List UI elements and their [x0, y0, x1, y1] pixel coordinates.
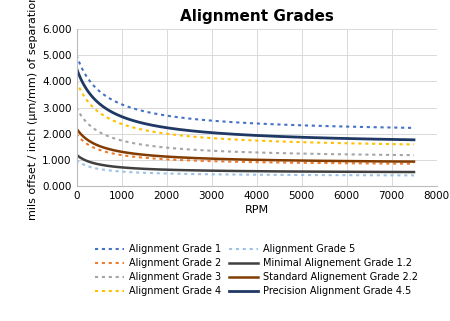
Minimal Alignement Grade 1.2	[197, 169, 202, 172]
Standard Alignement Grade 2.2	[74, 126, 79, 130]
Standard Alignement Grade 2.2	[171, 155, 177, 159]
Line: Alignment Grade 1: Alignment Grade 1	[76, 55, 414, 128]
Alignment Grade 1	[158, 113, 163, 117]
Alignment Grade 1	[353, 125, 359, 129]
Minimal Alignement Grade 1.2	[74, 153, 79, 157]
Alignment Grade 1	[197, 117, 202, 121]
Standard Alignement Grade 2.2	[411, 160, 417, 163]
Alignment Grade 2	[197, 159, 202, 163]
Precision Alignment Grade 4.5	[74, 66, 79, 70]
Alignment Grade 5	[353, 173, 359, 177]
Alignment Grade 5	[291, 173, 297, 177]
Alignment Grade 4	[411, 143, 417, 146]
Alignment Grade 1	[411, 126, 417, 130]
Title: Alignment Grades: Alignment Grades	[180, 9, 333, 23]
Alignment Grade 3	[197, 148, 202, 152]
Precision Alignment Grade 4.5	[291, 135, 297, 139]
Minimal Alignement Grade 1.2	[291, 169, 297, 173]
Line: Alignment Grade 4: Alignment Grade 4	[76, 81, 414, 144]
Alignment Grade 1	[291, 123, 297, 127]
Precision Alignment Grade 4.5	[411, 138, 417, 142]
Minimal Alignement Grade 1.2	[353, 170, 359, 174]
Line: Precision Alignment Grade 4.5: Precision Alignment Grade 4.5	[76, 68, 414, 140]
Alignment Grade 2	[295, 161, 301, 165]
Minimal Alignement Grade 1.2	[158, 168, 163, 171]
Alignment Grade 4	[171, 133, 177, 137]
Alignment Grade 2	[171, 158, 177, 162]
Line: Alignment Grade 2: Alignment Grade 2	[76, 134, 414, 164]
Alignment Grade 1	[74, 53, 79, 57]
Alignment Grade 3	[295, 152, 301, 155]
Standard Alignement Grade 2.2	[291, 159, 297, 162]
Precision Alignment Grade 4.5	[171, 127, 177, 131]
Alignment Grade 4	[197, 135, 202, 139]
Precision Alignment Grade 4.5	[158, 125, 163, 129]
Minimal Alignement Grade 1.2	[411, 170, 417, 174]
Alignment Grade 3	[158, 145, 163, 149]
Alignment Grade 2	[411, 162, 417, 166]
Y-axis label: mils offset / inch (μm/mm) of separation: mils offset / inch (μm/mm) of separation	[28, 0, 38, 220]
Alignment Grade 1	[171, 115, 177, 119]
Alignment Grade 4	[291, 140, 297, 144]
Alignment Grade 1	[295, 123, 301, 127]
Alignment Grade 5	[158, 171, 163, 175]
Alignment Grade 3	[411, 153, 417, 157]
Line: Standard Alignement Grade 2.2: Standard Alignement Grade 2.2	[76, 128, 414, 161]
Precision Alignment Grade 4.5	[353, 137, 359, 141]
Standard Alignement Grade 2.2	[353, 159, 359, 163]
Alignment Grade 2	[353, 161, 359, 165]
Alignment Grade 5	[74, 158, 79, 162]
Standard Alignement Grade 2.2	[295, 159, 301, 162]
Alignment Grade 3	[74, 106, 79, 109]
Precision Alignment Grade 4.5	[197, 130, 202, 134]
Alignment Grade 5	[171, 172, 177, 176]
Alignment Grade 3	[171, 146, 177, 150]
Alignment Grade 3	[291, 152, 297, 155]
Precision Alignment Grade 4.5	[295, 135, 301, 139]
Alignment Grade 4	[74, 79, 79, 83]
Alignment Grade 5	[295, 173, 301, 177]
Alignment Grade 5	[197, 172, 202, 176]
Minimal Alignement Grade 1.2	[295, 169, 301, 173]
Alignment Grade 4	[295, 140, 301, 144]
Line: Alignment Grade 3: Alignment Grade 3	[76, 108, 414, 155]
Alignment Grade 2	[158, 157, 163, 161]
Alignment Grade 3	[353, 152, 359, 156]
Alignment Grade 2	[291, 161, 297, 165]
Legend: Alignment Grade 1, Alignment Grade 2, Alignment Grade 3, Alignment Grade 4, Alig: Alignment Grade 1, Alignment Grade 2, Al…	[92, 241, 421, 299]
Standard Alignement Grade 2.2	[158, 154, 163, 158]
Line: Minimal Alignement Grade 1.2: Minimal Alignement Grade 1.2	[76, 155, 414, 172]
Alignment Grade 4	[353, 142, 359, 145]
Line: Alignment Grade 5: Alignment Grade 5	[76, 160, 414, 175]
X-axis label: RPM: RPM	[244, 205, 269, 215]
Alignment Grade 4	[158, 131, 163, 135]
Alignment Grade 5	[411, 173, 417, 177]
Minimal Alignement Grade 1.2	[171, 168, 177, 172]
Alignment Grade 2	[74, 132, 79, 136]
Standard Alignement Grade 2.2	[197, 156, 202, 160]
